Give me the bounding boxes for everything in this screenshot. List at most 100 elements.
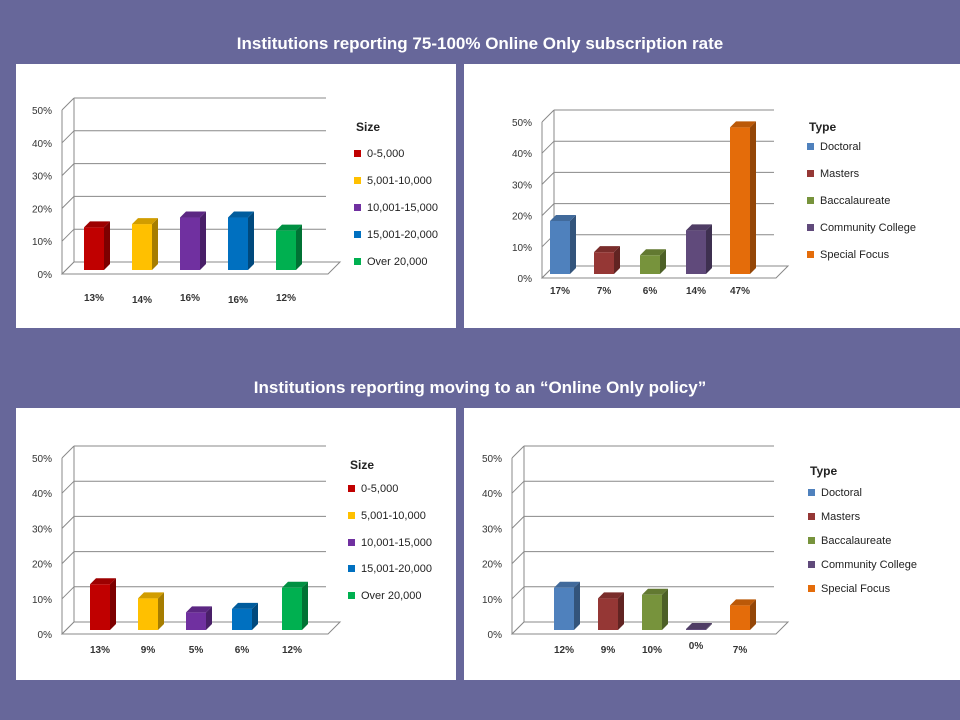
data-label: 47% [730,286,750,297]
grid-diagonal [511,516,525,529]
bar [132,218,158,270]
bar-top [594,246,620,253]
legend-item: Community College [820,222,916,234]
bar-side [104,221,110,270]
legend-swatch [807,197,814,204]
legend-swatch [808,585,815,592]
bar-front [186,612,206,630]
bar-top [276,224,302,231]
y-tick-label: 20% [512,212,532,223]
grid-diagonal [61,551,75,564]
grid-diagonal [61,480,75,494]
bar-front [598,598,618,630]
bar-front [686,230,706,274]
legend-item: Special Focus [820,249,890,261]
legend-item: Special Focus [821,583,891,595]
data-label: 9% [141,645,156,656]
legend-item: Baccalaureate [820,195,890,207]
y-tick-label: 30% [32,172,52,183]
grid-diagonal [61,97,75,111]
bar-top [598,592,624,599]
data-label: 6% [235,645,250,656]
bar-top [228,211,254,218]
grid-diagonal [61,196,75,209]
legend-swatch [348,539,355,546]
legend-item: Doctoral [820,141,861,153]
legend-item: 15,001-20,000 [361,563,432,575]
bar-top [132,218,158,225]
grid-diagonal [61,228,75,242]
bar-side [296,224,302,270]
bar [642,588,668,630]
bar-front [232,608,252,630]
legend-swatch [348,565,355,572]
y-tick-label: 20% [32,204,52,215]
y-tick-label: 0% [38,270,53,281]
bar-top [180,211,206,218]
bar [640,249,666,274]
bar-side [618,592,624,630]
y-tick-label: 10% [512,243,532,254]
y-tick-label: 30% [512,180,532,191]
bar-top [642,588,668,595]
legend-swatch [807,224,814,231]
bar [594,246,620,274]
legend-item: Baccalaureate [821,535,891,547]
bar-front [554,587,574,630]
bar-side [110,578,116,630]
y-tick-label: 30% [482,524,502,535]
bar-top [640,249,666,256]
chart-size-policy: 0% 10% 20% 30% 40% 50% 13% 9% 5% 6% 12% Size 0-5,000… [32,445,432,656]
bar-top [730,599,756,606]
bar-side [614,246,620,274]
bar-side [750,121,756,274]
bar-front [594,252,614,274]
legend-item: 0-5,000 [361,483,398,495]
bar-top [90,578,116,585]
y-tick-label: 40% [32,139,52,150]
legend-item: Community College [821,559,917,571]
legend-swatch [808,513,815,520]
chart-panel-size-policy: 0% 10% 20% 30% 40% 50% 13% 9% 5% 6% 12% Size 0-5,000… [16,408,456,680]
bar-top [686,224,712,231]
legend-item: 5,001-10,000 [367,175,432,187]
bar [598,592,624,630]
gridlines [60,97,342,275]
grid-diagonal [61,516,75,529]
chart-panel-type-subscription: 0% 10% 20% 30% 40% 50% 17% 7% 6% 14% 47% Type Doctor… [464,64,960,328]
bar [84,221,110,270]
chart-type-subscription: 0% 10% 20% 30% 40% 50% 17% 7% 6% 14% 47% Type Doctor… [512,109,916,297]
bar-top [686,623,712,629]
grid-diagonal [541,109,555,123]
legend-item: Masters [821,511,861,523]
bar-front [282,587,302,630]
bar [138,592,164,630]
bar [186,606,212,630]
bar-side [570,214,576,274]
data-label: 7% [733,645,748,656]
data-label: 14% [132,295,152,306]
bar-top [84,221,110,228]
bar [180,211,206,270]
data-label: 14% [686,286,706,297]
legend-swatch [807,170,814,177]
legend-title: Type [809,120,836,134]
legend-item: 10,001-15,000 [367,202,438,214]
bar-top [730,121,756,128]
y-tick-label: 40% [512,149,532,160]
chart-panel-size-subscription: 0% 10% 20% 30% 40% 50% 13% 14% 16% 16% 12% Size 0-5,… [16,64,456,328]
bar-front [228,217,248,270]
bar-front [180,217,200,270]
legend-item: Over 20,000 [361,590,422,602]
bar-front [686,629,706,630]
legend-item: Over 20,000 [367,256,428,268]
bar-side [574,581,580,630]
bar [90,578,116,630]
bar-side [252,602,258,630]
bar-side [706,623,712,630]
data-label: 7% [597,286,612,297]
bar-top [282,581,308,588]
y-tick-label: 10% [32,237,52,248]
bar-front [276,230,296,270]
legend-title: Size [356,120,380,134]
